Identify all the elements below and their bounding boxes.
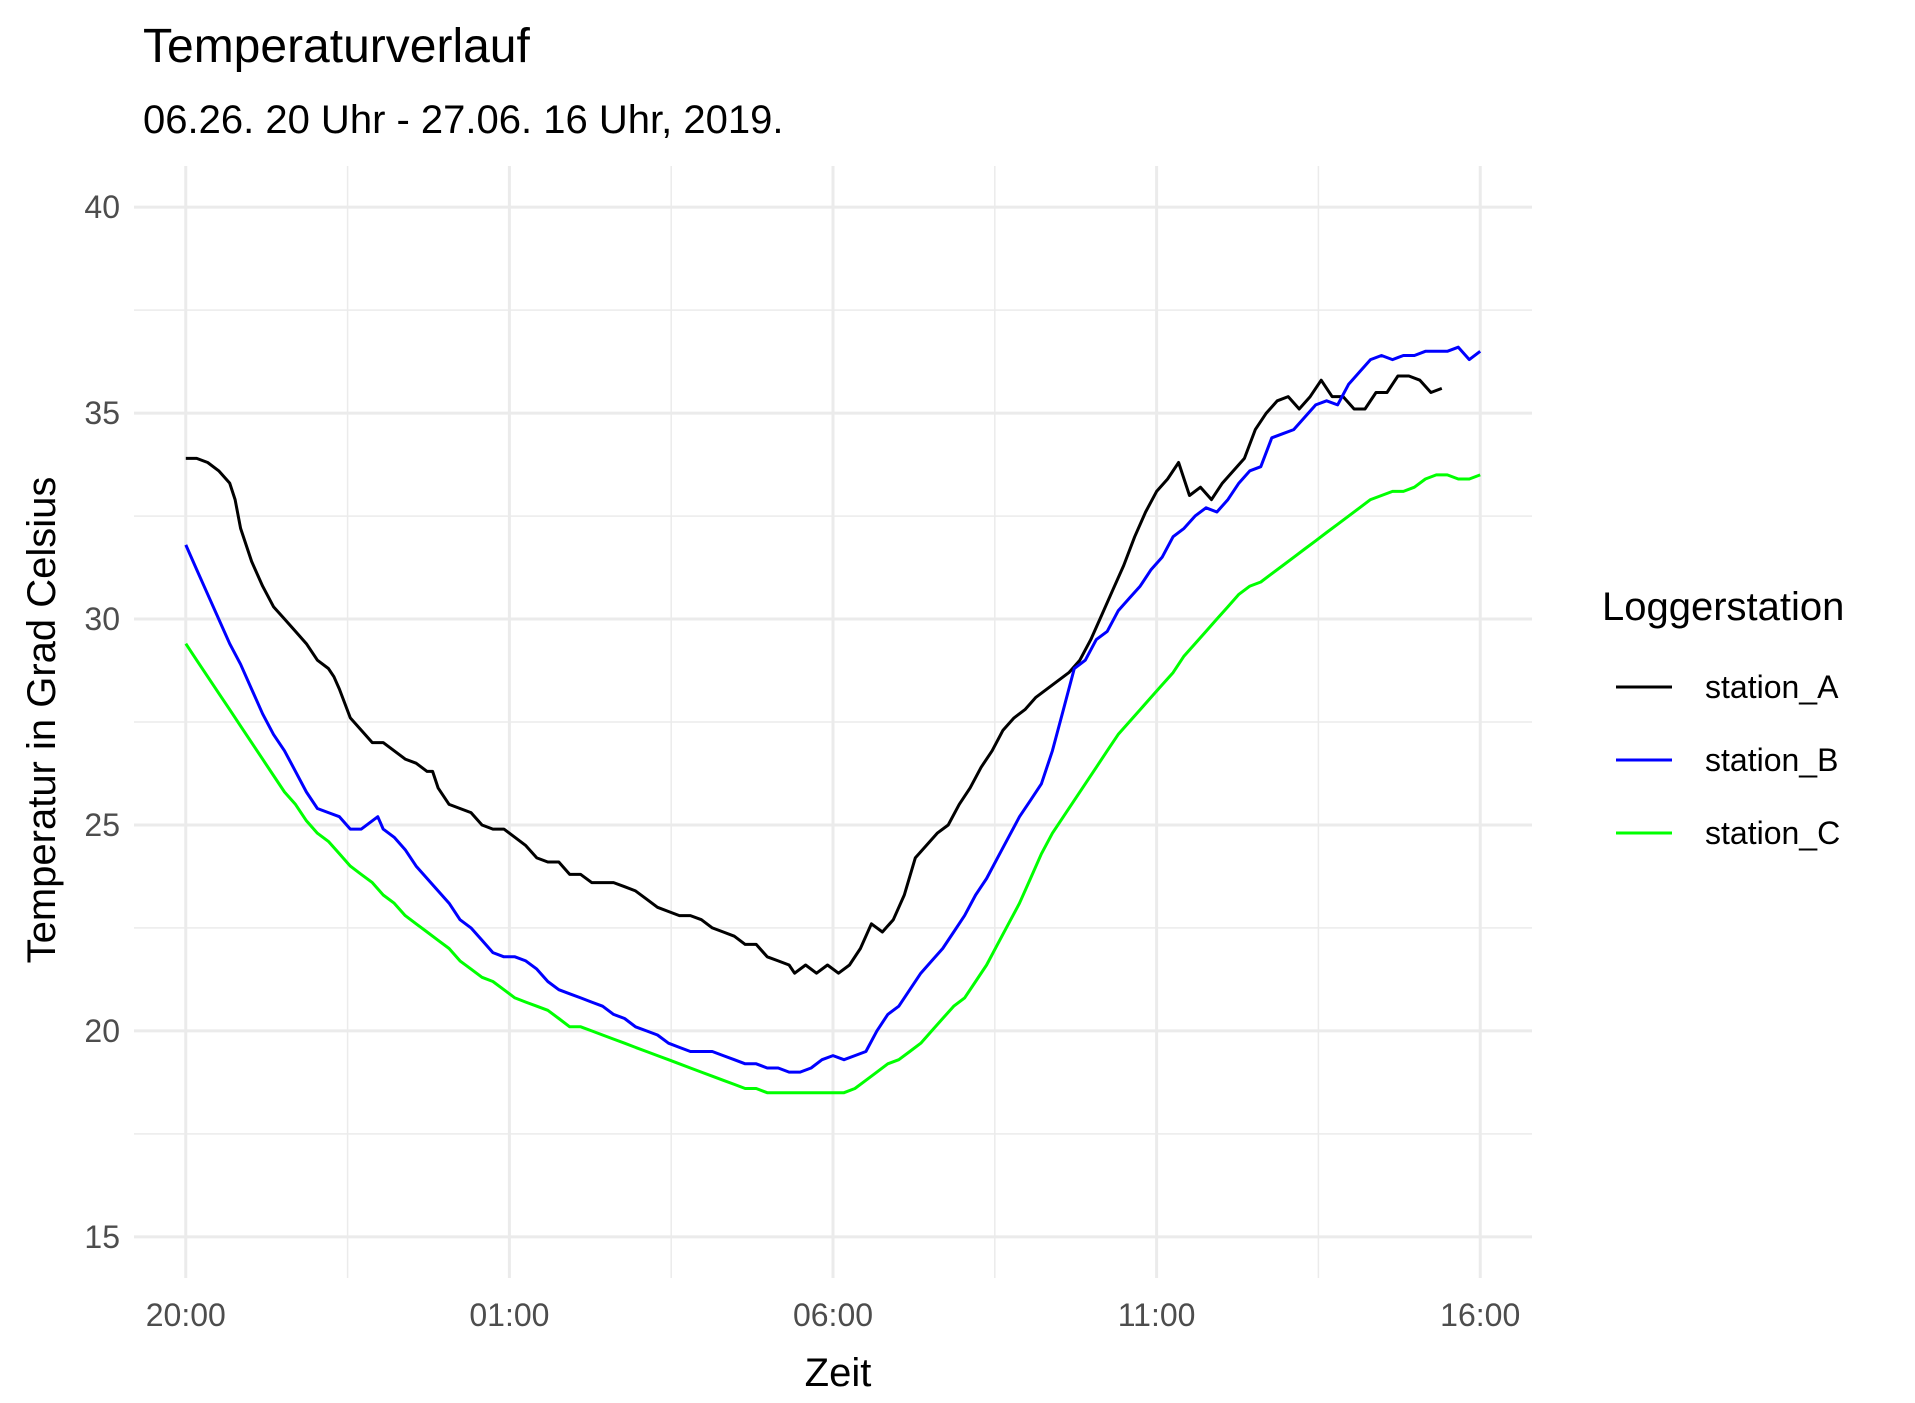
y-tick-label: 30: [84, 601, 120, 637]
x-tick-label: 11:00: [1118, 1297, 1196, 1333]
y-axis-title: Temperatur in Grad Celsius: [20, 477, 64, 964]
chart-subtitle: 06.26. 20 Uhr - 27.06. 16 Uhr, 2019.: [143, 98, 783, 142]
x-axis-tick-labels: 20:00 01:00 06:00 11:00 16:00: [146, 1297, 1521, 1333]
series-line-station_B: [184, 345, 1482, 1074]
y-axis-tick-labels: 15 20 25 30 35 40: [84, 189, 120, 1255]
x-tick-label: 16:00: [1440, 1297, 1520, 1333]
legend-label-station_A: station_A: [1705, 669, 1839, 705]
series-line-station_C: [184, 473, 1481, 1095]
series-lines: [184, 345, 1482, 1095]
x-tick-label: 06:00: [793, 1297, 873, 1333]
legend-items: station_A station_B station_C: [1616, 669, 1840, 851]
y-tick-label: 40: [84, 189, 120, 225]
x-tick-label: 01:00: [469, 1297, 549, 1333]
legend-label-station_B: station_B: [1705, 742, 1838, 778]
series-line-station_A: [185, 374, 1443, 975]
x-tick-label: 20:00: [146, 1297, 226, 1333]
y-tick-label: 20: [84, 1013, 120, 1049]
legend: Loggerstation station_Astation_Bstation_…: [1602, 585, 1844, 851]
y-tick-label: 15: [84, 1219, 120, 1255]
legend-title: Loggerstation: [1602, 585, 1844, 629]
y-tick-label: 35: [84, 395, 120, 431]
y-tick-label: 25: [84, 807, 120, 843]
x-axis-title: Zeit: [805, 1351, 872, 1395]
legend-label-station_C: station_C: [1705, 815, 1840, 851]
chart-title: Temperaturverlauf: [143, 20, 531, 73]
